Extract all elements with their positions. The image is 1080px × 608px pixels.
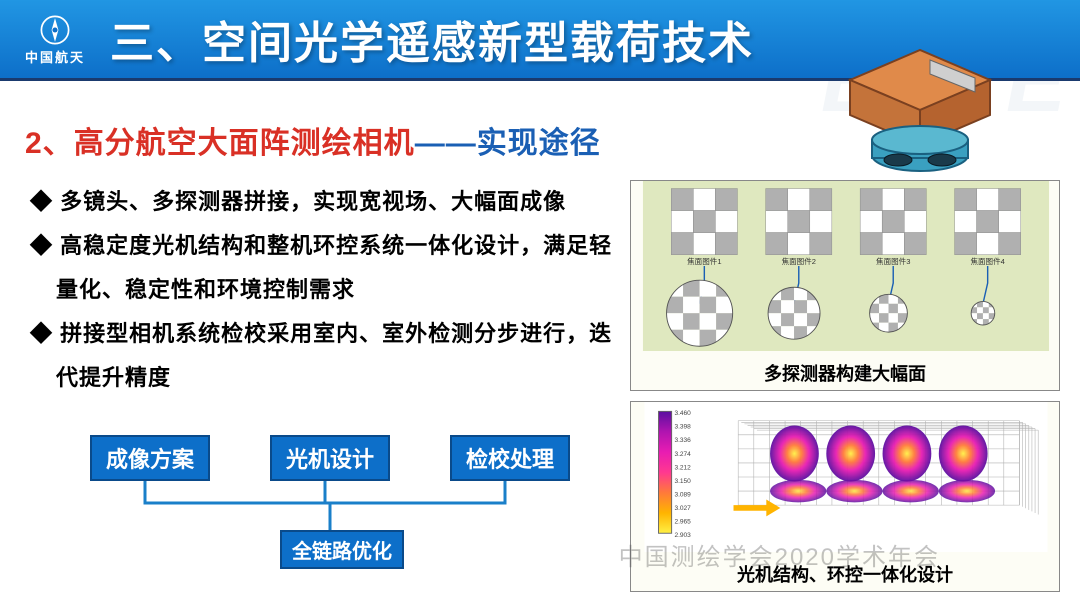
tree-node-full-chain: 全链路优化: [280, 530, 404, 569]
logo-text: 中国航天: [25, 47, 85, 66]
svg-text:3.089: 3.089: [674, 491, 691, 498]
panel-top-figure: 焦面图件1 焦面图件2 焦面图件3 焦面图件4: [631, 181, 1061, 351]
svg-text:3.212: 3.212: [674, 464, 691, 471]
svg-text:3.027: 3.027: [674, 505, 691, 512]
bullet-item: 拼接型相机系统检校采用室内、室外检测分步进行，迭代提升精度: [30, 312, 620, 400]
svg-text:3.398: 3.398: [674, 424, 691, 431]
subtitle-main: 高分航空大面阵测绘相机: [74, 127, 415, 160]
tree-node-imaging: 成像方案: [90, 435, 210, 481]
svg-text:焦面图件3: 焦面图件3: [876, 256, 910, 266]
subtitle-prefix: 2、: [25, 127, 74, 160]
page-title: 三、空间光学遥感新型载荷技术: [110, 7, 754, 71]
subtitle-tail: 实现途径: [477, 127, 601, 160]
svg-text:3.460: 3.460: [674, 410, 691, 417]
satellite-illustration: [820, 35, 1020, 185]
footer-watermark: 中国测绘学会2020学术年会: [619, 537, 940, 572]
svg-text:3.274: 3.274: [674, 451, 691, 458]
svg-text:焦面图件1: 焦面图件1: [687, 256, 721, 266]
svg-text:2.965: 2.965: [674, 518, 691, 525]
tree-node-calib: 检校处理: [450, 435, 570, 481]
panel-top: 焦面图件1 焦面图件2 焦面图件3 焦面图件4 多探测器构建大幅面: [630, 180, 1060, 391]
left-column: 多镜头、多探测器拼接，实现宽视场、大幅面成像 高稳定度光机结构和整机环控系统一体…: [0, 180, 620, 592]
flow-tree: 成像方案 光机设计 检校处理 全链路优化: [90, 435, 570, 565]
logo-icon: [38, 13, 72, 47]
svg-text:3.150: 3.150: [674, 478, 691, 485]
content: 多镜头、多探测器拼接，实现宽视场、大幅面成像 高稳定度光机结构和整机环控系统一体…: [0, 180, 1080, 592]
subtitle-dash: ——: [415, 127, 477, 160]
svg-text:3.336: 3.336: [674, 437, 691, 444]
tree-node-optomech: 光机设计: [270, 435, 390, 481]
svg-text:焦面图件4: 焦面图件4: [970, 256, 1004, 266]
panel-bottom-figure: 3.460 3.398 3.336 3.274 3.212 3.150 3.089 3.027…: [631, 402, 1061, 552]
bullet-list: 多镜头、多探测器拼接，实现宽视场、大幅面成像 高稳定度光机结构和整机环控系统一体…: [30, 180, 620, 400]
panel-top-caption: 多探测器构建大幅面: [631, 356, 1059, 390]
svg-text:焦面图件2: 焦面图件2: [782, 256, 816, 266]
bullet-item: 高稳定度光机结构和整机环控系统一体化设计，满足轻量化、稳定性和环境控制需求: [30, 224, 620, 312]
right-column: 焦面图件1 焦面图件2 焦面图件3 焦面图件4 多探测器构建大幅面 3.460 3.39…: [630, 180, 1070, 592]
bullet-item: 多镜头、多探测器拼接，实现宽视场、大幅面成像: [30, 180, 620, 224]
logo: 中国航天: [0, 13, 110, 66]
